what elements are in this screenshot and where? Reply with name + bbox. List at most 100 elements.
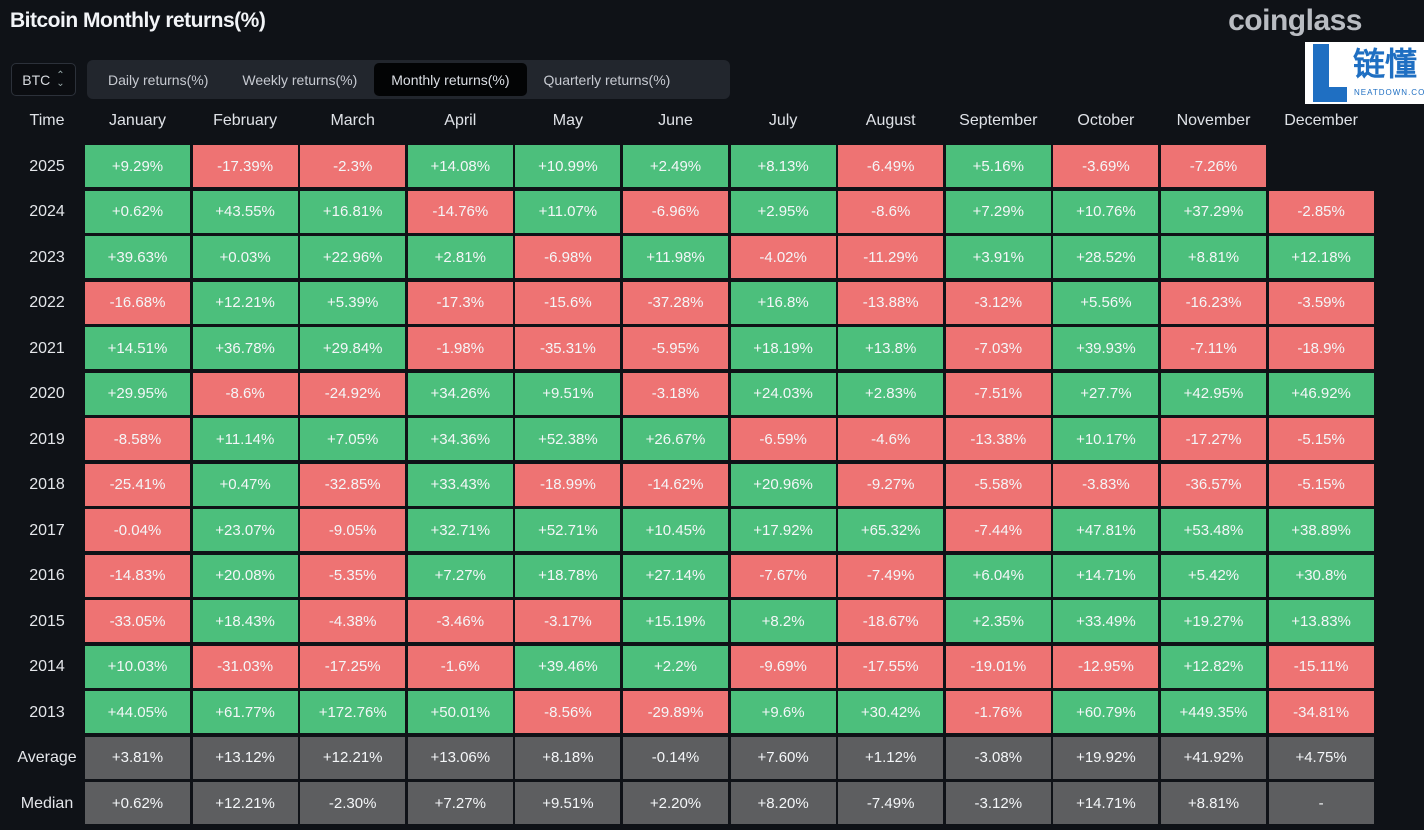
return-cell: +0.03% [192,236,298,278]
summary-cell: +14.71% [1053,782,1159,824]
return-cell: -24.92% [300,372,406,415]
return-cell: +5.16% [945,145,1051,187]
return-cell: +26.67% [623,418,728,460]
summary-cell: +7.60% [730,736,836,779]
return-cell: -5.15% [1268,463,1374,506]
tab-daily[interactable]: Daily returns(%) [108,71,209,88]
return-cell: +449.35% [1161,691,1266,733]
return-cell: -17.55% [838,645,944,688]
column-header[interactable]: April [444,112,477,129]
return-cell: +8.81% [1161,236,1266,278]
return-cell: -15.11% [1268,645,1374,688]
return-cell: +43.55% [192,190,298,233]
return-cell: +42.95% [1161,372,1266,415]
returns-tabs: Daily returns(%) Weekly returns(%) Monthly… [87,60,730,99]
return-cell: +13.8% [838,327,944,369]
column-header[interactable]: Time [29,112,65,129]
summary-cell: +3.81% [85,736,190,779]
return-cell: -5.58% [945,463,1051,506]
return-cell: -5.35% [300,554,406,597]
return-cell: +34.26% [407,372,513,415]
tab-quarterly[interactable]: Quarterly returns(%) [543,71,671,88]
return-cell: +29.84% [300,327,406,369]
return-cell: +172.76% [300,691,406,733]
return-cell: -16.68% [85,281,190,324]
column-header[interactable]: March [330,112,375,129]
column-header[interactable]: December [1284,112,1358,129]
return-cell: +60.79% [1053,691,1159,733]
return-cell: +14.71% [1053,554,1159,597]
column-header[interactable]: July [768,112,798,129]
return-cell: -6.96% [623,190,728,233]
return-cell: +10.99% [515,145,621,187]
return-cell: -7.11% [1161,327,1266,369]
return-cell: +36.78% [192,327,298,369]
return-cell: +13.83% [1268,600,1374,642]
return-cell: +9.51% [515,372,621,415]
summary-cell: -0.14% [623,736,728,779]
return-cell: -3.83% [1053,463,1159,506]
return-cell: -9.69% [730,645,836,688]
page-title: Bitcoin Monthly returns(%) [10,9,266,32]
row-label: 2023 [29,248,65,266]
return-cell: -5.95% [623,327,728,369]
summary-cell: -7.49% [838,782,944,824]
summary-cell: +8.81% [1161,782,1266,824]
return-cell: +16.81% [300,190,406,233]
symbol-select[interactable]: BTC ⌃ ⌄ [11,63,76,96]
return-cell: +2.95% [730,190,836,233]
column-header[interactable]: May [552,112,583,129]
return-cell: +28.52% [1053,236,1159,278]
return-cell: +11.98% [623,236,728,278]
return-cell: +29.95% [85,372,190,415]
return-cell: -2.3% [300,145,406,187]
row-label: 2021 [29,339,65,357]
column-header[interactable]: August [865,112,916,129]
return-cell: +0.62% [85,190,190,233]
column-header[interactable]: September [959,112,1038,129]
return-cell: +2.35% [945,600,1051,642]
return-cell: +10.03% [85,645,190,688]
summary-cell: -2.30% [300,782,406,824]
row-label: 2017 [29,521,65,539]
return-cell: -6.98% [515,236,621,278]
return-cell: +9.29% [85,145,190,187]
return-cell: +16.8% [730,281,836,324]
return-cell: +3.91% [945,236,1051,278]
return-cell: -17.3% [407,281,513,324]
row-label: 2019 [29,430,65,448]
return-cell: +14.08% [407,145,513,187]
return-cell: +46.92% [1268,372,1374,415]
return-cell: +44.05% [85,691,190,733]
return-cell: -1.98% [407,327,513,369]
return-cell: -5.15% [1268,418,1374,460]
return-cell: -4.38% [300,600,406,642]
return-cell: +5.39% [300,281,406,324]
row-label: 2018 [29,476,65,493]
column-header[interactable]: October [1077,112,1135,129]
return-cell: -3.46% [407,600,513,642]
return-cell: -4.6% [838,418,944,460]
tab-monthly[interactable]: Monthly returns(%) [374,63,527,96]
return-cell: +0.47% [192,463,298,506]
return-cell: -0.04% [85,509,190,551]
summary-cell: +0.62% [85,782,190,824]
row-label: 2016 [29,567,65,584]
return-cell: -37.28% [623,281,728,324]
column-header[interactable]: January [109,112,166,129]
return-cell: +34.36% [407,418,513,460]
return-cell: -2.85% [1268,190,1374,233]
return-cell: +18.19% [730,327,836,369]
tab-weekly[interactable]: Weekly returns(%) [242,71,358,88]
return-cell: +6.04% [945,554,1051,597]
column-header[interactable]: November [1176,112,1251,129]
column-header[interactable]: June [658,112,693,129]
return-cell: -7.26% [1161,145,1266,187]
return-cell: +15.19% [623,600,728,642]
summary-cell: -3.08% [945,736,1051,779]
return-cell: +22.96% [300,236,406,278]
return-cell: -17.39% [192,145,298,187]
return-cell: -13.38% [945,418,1051,460]
row-label: 2020 [29,385,65,402]
column-header[interactable]: February [213,112,278,129]
